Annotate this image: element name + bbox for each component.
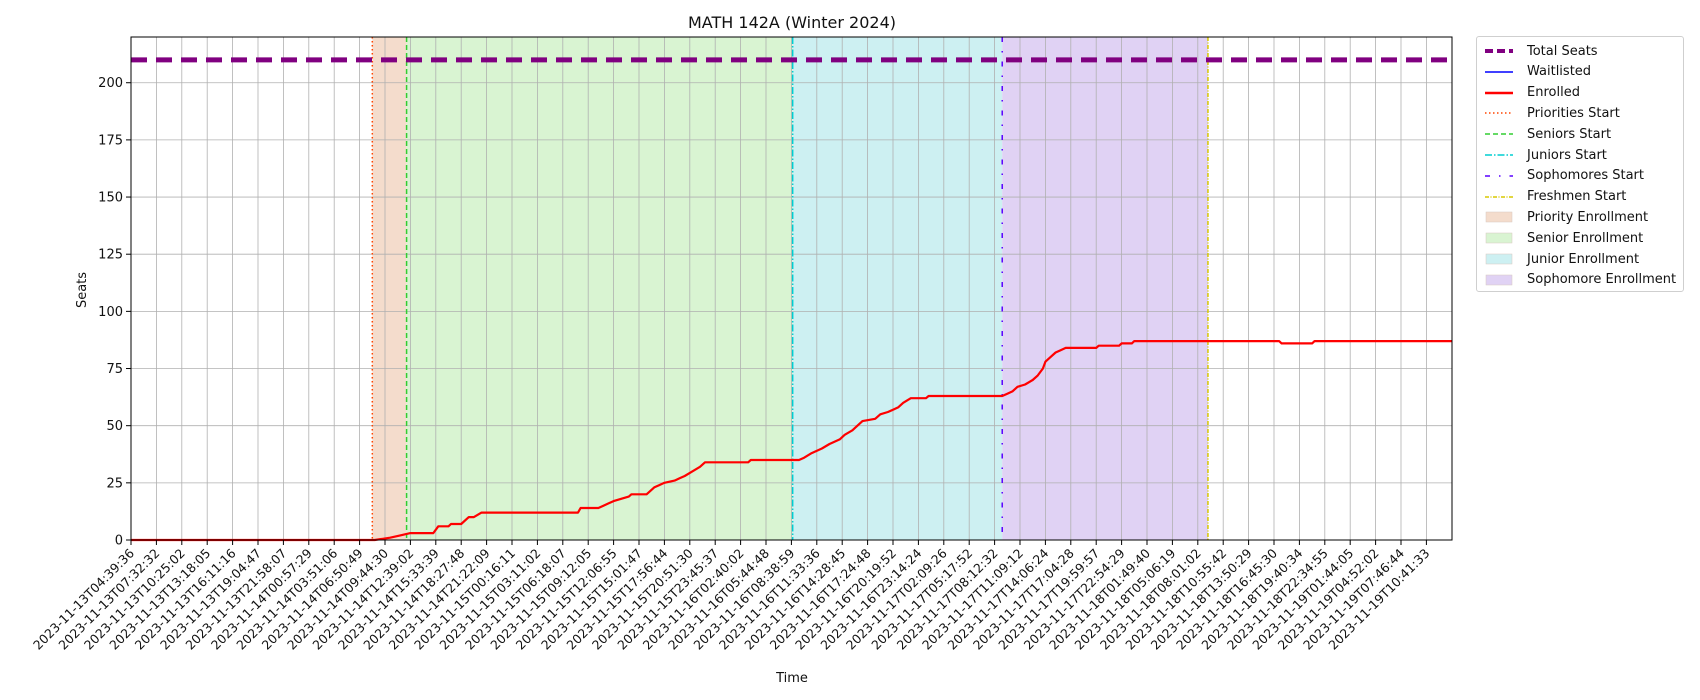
phase-region-priority-enrollment <box>372 37 407 540</box>
legend-swatch <box>1485 133 1513 135</box>
phase-region-junior-enrollment <box>792 37 1003 540</box>
y-tick-label: 100 <box>98 305 123 320</box>
legend-item: Priority Enrollment <box>1485 207 1648 227</box>
y-axis-label: Seats <box>75 272 90 308</box>
legend-label: Seniors Start <box>1527 126 1612 142</box>
legend-label: Freshmen Start <box>1527 189 1627 205</box>
y-tick-label: 75 <box>106 362 123 377</box>
legend-label: Priorities Start <box>1527 105 1620 121</box>
legend-swatch <box>1485 212 1513 223</box>
legend-swatch <box>1485 232 1513 244</box>
legend-swatch <box>1485 195 1513 198</box>
x-axis-label: Time <box>775 671 808 686</box>
legend-swatch <box>1485 154 1513 156</box>
legend-item: Waitlisted <box>1485 62 1591 82</box>
legend-swatch <box>1485 49 1513 53</box>
legend-item: Junior Enrollment <box>1485 249 1639 269</box>
phase-region-senior-enrollment <box>406 37 793 540</box>
legend-label: Juniors Start <box>1527 147 1607 163</box>
legend-item: Seniors Start <box>1485 124 1611 144</box>
legend-swatch <box>1485 91 1513 94</box>
y-tick-label: 0 <box>115 534 123 549</box>
y-tick-label: 150 <box>98 191 123 206</box>
phase-region-sophomore-enrollment <box>1002 37 1208 540</box>
legend-swatch <box>1485 175 1513 177</box>
legend-label: Junior Enrollment <box>1527 251 1640 267</box>
legend-swatch <box>1485 71 1513 73</box>
enrolled-series-line <box>131 340 1452 542</box>
legend-swatch <box>1485 112 1513 115</box>
legend-item: Senior Enrollment <box>1485 228 1643 248</box>
chart-title: MATH 142A (Winter 2024) <box>688 13 896 32</box>
legend-swatch <box>1485 253 1513 265</box>
legend-item: Freshmen Start <box>1485 187 1626 207</box>
y-tick-label: 175 <box>98 133 123 148</box>
legend-label: Senior Enrollment <box>1527 230 1644 246</box>
chart-legend: Total Seats Waitlisted Enrolled Priorities … <box>1476 36 1684 292</box>
legend-label: Total Seats <box>1527 43 1598 59</box>
legend-item: Total Seats <box>1485 41 1598 61</box>
legend-label: Sophomore Enrollment <box>1527 272 1677 288</box>
legend-item: Sophomores Start <box>1485 166 1644 186</box>
legend-item: Sophomore Enrollment <box>1485 270 1676 290</box>
y-tick-label: 125 <box>98 248 123 263</box>
y-tick-label: 200 <box>98 76 123 91</box>
legend-label: Priority Enrollment <box>1527 209 1649 225</box>
legend-label: Enrolled <box>1527 85 1580 101</box>
y-tick-label: 50 <box>106 419 123 434</box>
legend-label: Sophomores Start <box>1527 168 1644 184</box>
legend-label: Waitlisted <box>1527 64 1592 80</box>
y-tick-label: 25 <box>106 476 123 491</box>
legend-item: Priorities Start <box>1485 103 1620 123</box>
legend-swatch <box>1485 274 1513 286</box>
legend-item: Enrolled <box>1485 83 1580 103</box>
legend-item: Juniors Start <box>1485 145 1607 165</box>
